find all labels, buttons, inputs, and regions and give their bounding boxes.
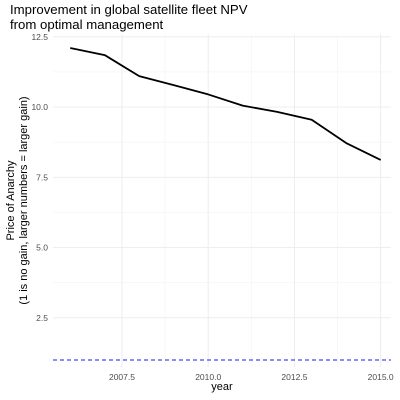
y-axis-title-line-2: (1 is no gain, larger numbers = larger g… bbox=[18, 96, 30, 304]
y-axis-title: Price of Anarchy (1 is no gain, larger n… bbox=[5, 96, 30, 304]
chart-title-line-2: from optimal management bbox=[10, 17, 164, 32]
x-tick-label: 2012.5 bbox=[281, 372, 307, 382]
x-tick-label: 2010.0 bbox=[195, 372, 221, 382]
y-axis-ticks: 2.5 5.0 7.5 10.0 12.5 bbox=[31, 32, 48, 323]
x-tick-label: 2015.0 bbox=[368, 372, 394, 382]
chart-title-line-1: Improvement in global satellite fleet NP… bbox=[10, 2, 248, 17]
series-line bbox=[70, 47, 382, 161]
y-tick-label: 2.5 bbox=[36, 313, 48, 323]
x-tick-label: 2007.5 bbox=[109, 372, 135, 382]
y-tick-label: 5.0 bbox=[36, 243, 48, 253]
y-tick-label: 12.5 bbox=[31, 32, 48, 42]
y-tick-label: 10.0 bbox=[31, 102, 48, 112]
x-axis-ticks: 2007.5 2010.0 2012.5 2015.0 bbox=[109, 372, 394, 382]
x-axis-title: year bbox=[211, 381, 233, 393]
y-tick-label: 7.5 bbox=[36, 172, 48, 182]
grid-lines bbox=[53, 34, 391, 367]
series-group bbox=[70, 47, 382, 161]
y-axis-title-line-1: Price of Anarchy bbox=[5, 160, 17, 241]
